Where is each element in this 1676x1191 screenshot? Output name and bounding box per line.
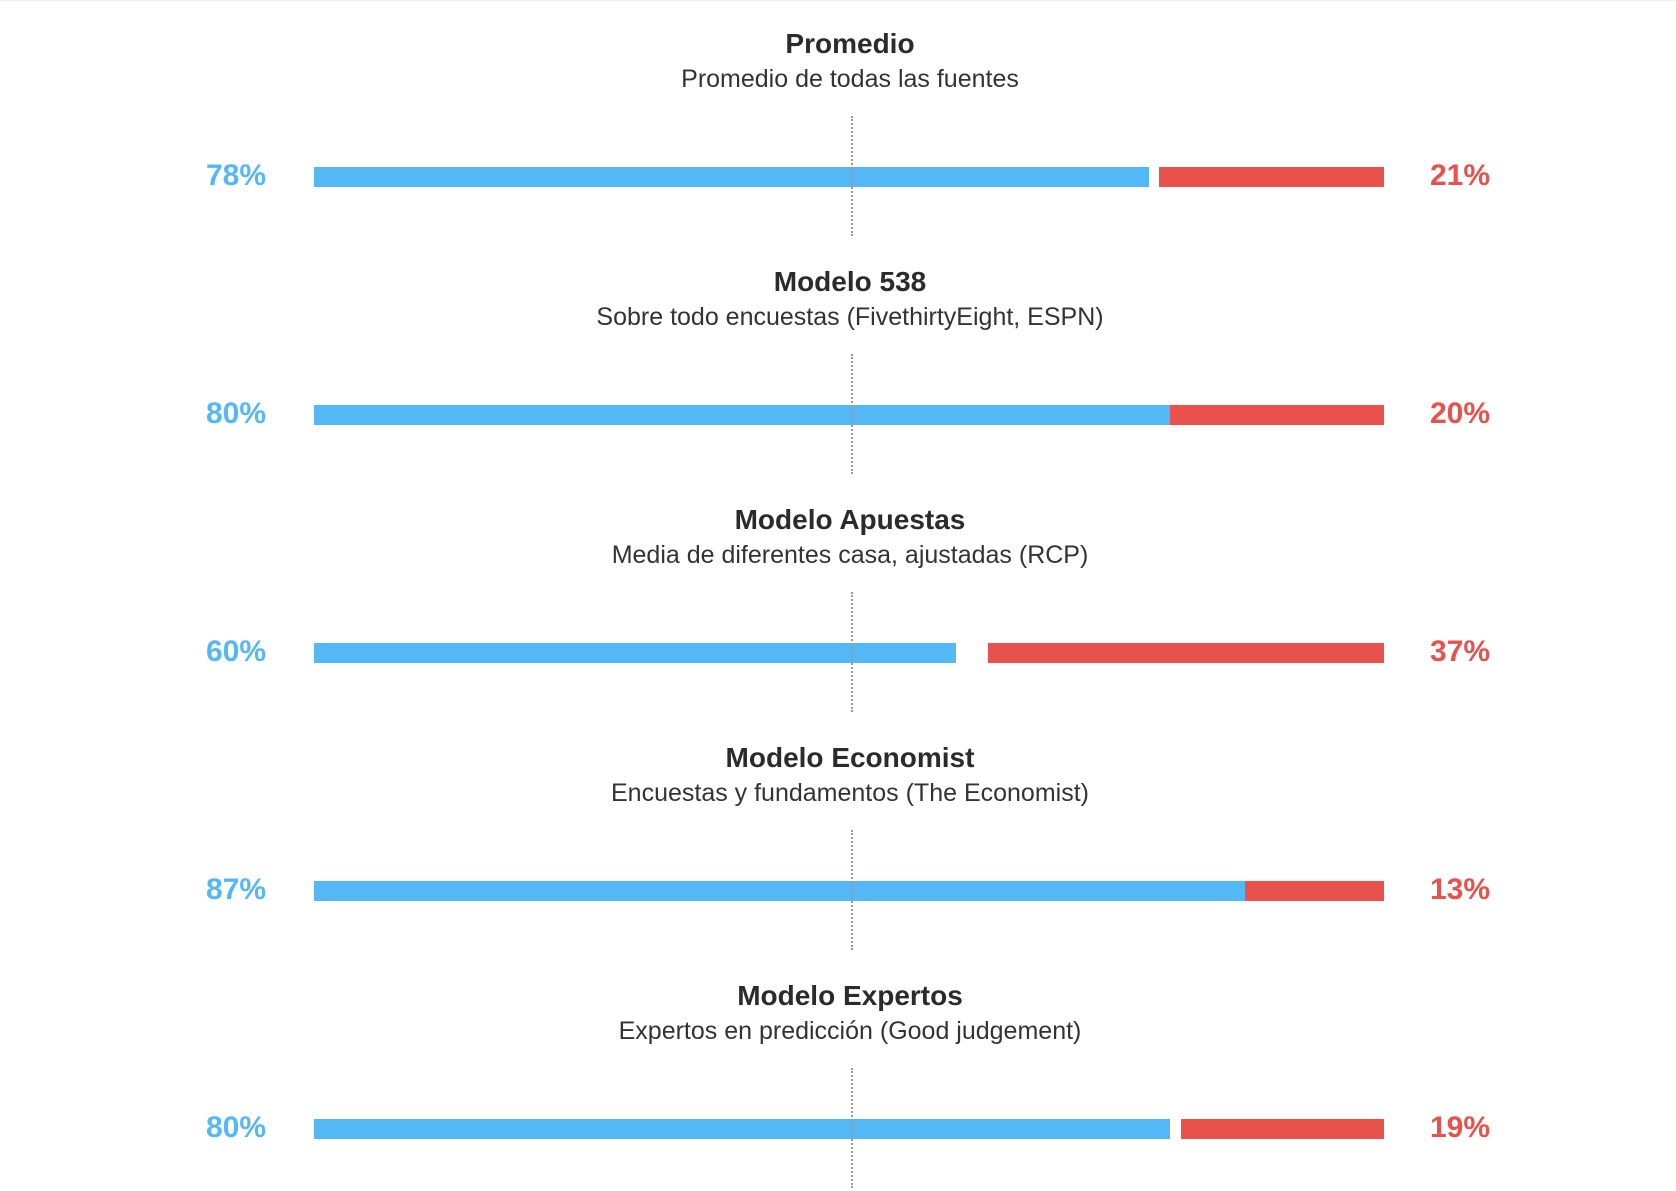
bar-rep-segment — [1159, 167, 1384, 187]
row-title: Promedio — [785, 28, 915, 59]
forecast-row: Modelo Expertos Expertos en predicción (G… — [0, 952, 1676, 1190]
bar-dem-segment — [314, 881, 1245, 901]
row-title: Modelo 538 — [773, 266, 927, 297]
bar-rep-segment — [1180, 1119, 1384, 1139]
forecast-row: Modelo Apuestas Media de diferentes casa,… — [0, 476, 1676, 714]
midpoint-divider — [851, 116, 853, 236]
bar-track — [314, 643, 1384, 663]
bar-rep-segment — [1170, 405, 1384, 425]
dem-percent-label: 80% — [206, 1111, 267, 1144]
bar-dem-segment — [314, 167, 1149, 187]
row-subtitle: Encuestas y fundamentos (The Economist) — [610, 779, 1089, 807]
bar-rep-segment — [1244, 881, 1384, 901]
dem-percent-label: 60% — [206, 635, 267, 668]
bar-rep-segment — [988, 643, 1384, 663]
bar-track — [314, 405, 1384, 425]
row-title: Modelo Apuestas — [734, 504, 966, 535]
bar-dem-segment — [314, 1119, 1170, 1139]
row-subtitle: Media de diferentes casa, ajustadas (RCP… — [611, 541, 1089, 569]
bar-track — [314, 1119, 1384, 1139]
top-rule — [0, 0, 1676, 1]
midpoint-divider — [851, 592, 853, 712]
row-title: Modelo Economist — [725, 742, 975, 773]
forecast-row: Promedio Promedio de todas las fuentes 78%… — [0, 0, 1676, 238]
dem-percent-label: 87% — [206, 873, 267, 906]
row-subtitle: Sobre todo encuestas (FivethirtyEight, E… — [596, 303, 1104, 331]
bar-track — [314, 881, 1384, 901]
dem-percent-label: 80% — [206, 397, 267, 430]
dem-percent-label: 78% — [206, 159, 267, 192]
row-title: Modelo Expertos — [737, 980, 963, 1011]
row-subtitle: Expertos en predicción (Good judgement) — [618, 1017, 1082, 1045]
bar-dem-segment — [314, 643, 956, 663]
bar-track — [314, 167, 1384, 187]
forecast-row: Modelo 538 Sobre todo encuestas (Fivethir… — [0, 238, 1676, 476]
midpoint-divider — [851, 1068, 853, 1188]
row-subtitle: Promedio de todas las fuentes — [681, 65, 1019, 93]
forecast-row: Modelo Economist Encuestas y fundamentos … — [0, 714, 1676, 952]
midpoint-divider — [851, 830, 853, 950]
bar-dem-segment — [314, 405, 1170, 425]
midpoint-divider — [851, 354, 853, 474]
